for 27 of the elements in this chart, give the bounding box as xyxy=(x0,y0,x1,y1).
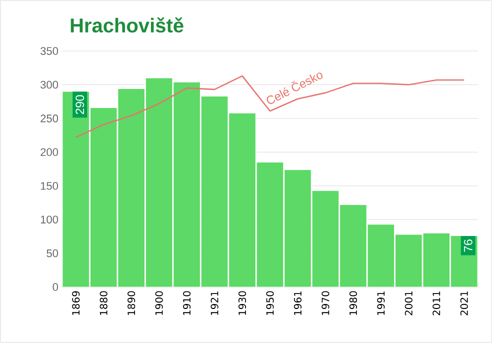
y-tick-label: 200 xyxy=(40,148,58,156)
x-tick-label: 1910 xyxy=(183,291,191,315)
x-tick-label: 2011 xyxy=(432,291,440,316)
x-tick-label: 1869 xyxy=(72,291,80,315)
y-tick-label: 150 xyxy=(40,182,58,190)
y-tick-label: 250 xyxy=(40,114,58,122)
x-tick-label: 1970 xyxy=(322,291,330,315)
x-tick-label: 1921 xyxy=(210,291,218,315)
x-tick-label: 1950 xyxy=(266,291,274,315)
x-tick-label: 2001 xyxy=(404,291,412,316)
y-tick-label: 350 xyxy=(40,47,58,55)
x-tick-label: 2021 xyxy=(460,291,468,316)
data-label: 76 xyxy=(464,239,472,252)
x-tick-label: 1930 xyxy=(238,291,246,315)
x-tick-label: 1991 xyxy=(377,291,385,315)
x-tick-label: 1961 xyxy=(294,291,302,315)
x-tick-label: 1900 xyxy=(155,291,163,315)
x-tick-label: 1880 xyxy=(100,291,108,315)
y-tick-label: 50 xyxy=(46,249,58,258)
y-tick-label: 0 xyxy=(52,283,58,291)
x-tick-label: 1890 xyxy=(128,291,136,315)
y-tick-label: 300 xyxy=(40,80,58,89)
chart-title: Hrachoviště xyxy=(70,17,184,33)
y-tick-label: 100 xyxy=(40,216,58,224)
x-tick-label: 1980 xyxy=(349,291,357,315)
data-label: 290 xyxy=(76,95,84,114)
text: Celé Česko xyxy=(266,72,323,104)
